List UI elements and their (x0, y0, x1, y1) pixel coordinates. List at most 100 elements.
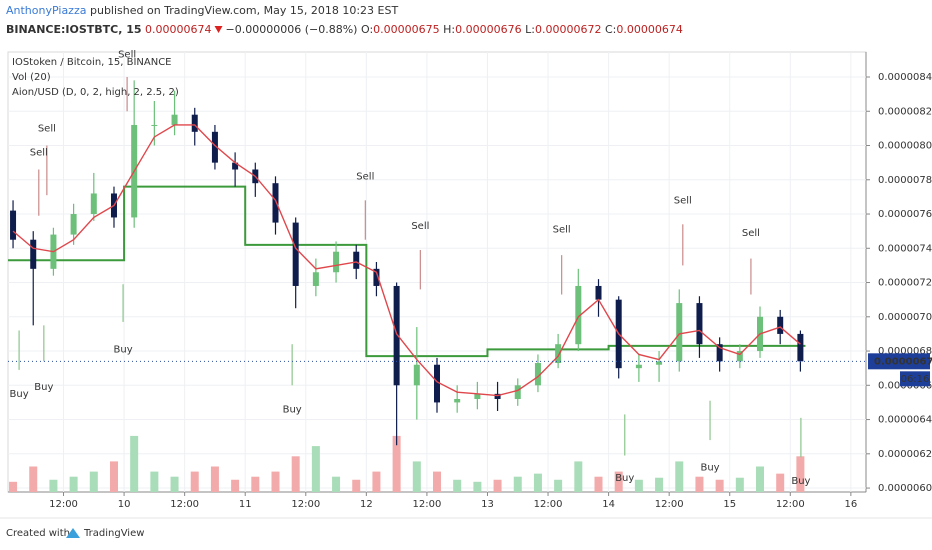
candle-body (312, 272, 319, 286)
l-label: L: (525, 23, 535, 36)
signal-label: Buy (114, 344, 133, 355)
candle-body (494, 393, 501, 399)
volume-bar (291, 456, 300, 492)
candle-body (171, 114, 178, 125)
volume-bar (735, 477, 744, 492)
candle-body (454, 398, 461, 403)
volume-bar (210, 466, 219, 492)
legend-entry: IOStoken / Bitcoin, 15, BINANCE (12, 57, 172, 68)
created-with: Created with (6, 528, 70, 539)
signal-label: Buy (700, 463, 719, 474)
volume-bar (614, 471, 623, 492)
o-label: O: (361, 23, 373, 36)
candle-body (272, 183, 279, 223)
candle-body (777, 316, 784, 334)
volume-bar (130, 435, 139, 492)
x-tick-label: 13 (481, 499, 494, 510)
candle-body (575, 285, 582, 345)
signal-label: Buy (283, 404, 302, 415)
signal-label: Buy (34, 382, 53, 393)
volume-bar (332, 476, 341, 492)
down-arrow (214, 26, 223, 33)
volume-bar (433, 471, 441, 492)
volume-bar (554, 479, 563, 492)
countdown-tag (900, 371, 930, 387)
candle-body (191, 114, 198, 132)
candle-body (635, 364, 642, 369)
signal-label: Sell (742, 228, 760, 239)
candle-body (211, 131, 218, 163)
volume-bar (352, 479, 361, 492)
volume-bar (655, 477, 664, 492)
x-tick-label: 12:00 (534, 499, 563, 510)
candle-body (413, 364, 420, 386)
volume-bar (9, 481, 18, 492)
volume-bar (796, 456, 805, 492)
volume-bar (49, 479, 58, 492)
brand[interactable]: TradingView (83, 528, 144, 539)
candle-body (151, 124, 158, 126)
candle-body (595, 285, 602, 300)
candle-body (292, 222, 299, 286)
signal-label: Buy (791, 476, 810, 487)
x-tick-label: 12:00 (291, 499, 320, 510)
x-tick-label: 12:00 (49, 499, 78, 510)
countdown: 06:16 (901, 374, 930, 385)
x-tick-label: 14 (602, 499, 615, 510)
candle-body (10, 210, 17, 240)
candle-body (90, 193, 97, 215)
volume-bar (231, 479, 240, 492)
ma-line (12, 124, 801, 397)
candle-body (514, 385, 521, 399)
volume-bar (170, 476, 179, 492)
candle-body (656, 361, 663, 365)
volume-bar (89, 471, 98, 492)
volume-bar (574, 461, 583, 492)
candle-body (555, 344, 562, 364)
volume-bar (251, 476, 260, 492)
volume-bar (533, 473, 542, 492)
x-tick-label: 10 (118, 499, 131, 510)
change: −0.00000006 (−0.88%) (226, 23, 358, 36)
volume-bar (311, 446, 320, 492)
x-tick-label: 12:00 (776, 499, 805, 510)
candle-body (797, 333, 804, 362)
signal-label: Sell (118, 50, 136, 61)
candle-body (534, 363, 541, 386)
volume-bar (715, 479, 724, 492)
signal-label: Buy (615, 473, 634, 484)
candle-body (393, 285, 400, 386)
x-tick-label: 12:00 (170, 499, 199, 510)
signal-label: Sell (356, 171, 374, 182)
tv-logo (66, 528, 80, 538)
c-label: C: (605, 23, 616, 36)
x-tick-label: 11 (239, 499, 252, 510)
aion-step-line (8, 185, 806, 358)
signal-label: Sell (411, 221, 429, 232)
volume-bar (29, 466, 38, 492)
h-label: H: (443, 23, 455, 36)
volume-bar (392, 435, 401, 492)
signal-label: Sell (38, 123, 56, 134)
c-value: 0.00000674 (616, 23, 682, 36)
signal-label: Sell (30, 147, 48, 158)
volume-bar (513, 476, 522, 492)
volume-bar (594, 476, 603, 492)
author[interactable]: AnthonyPiazza (6, 4, 86, 17)
candle-body (676, 303, 683, 362)
legend-entry: Vol (20) (12, 72, 51, 83)
candle-body (353, 251, 360, 269)
last-price-label: 0.00000674 (874, 356, 932, 367)
candle-body (736, 351, 743, 362)
o-value: 0.00000675 (373, 23, 439, 36)
signal-label: Sell (553, 224, 571, 235)
